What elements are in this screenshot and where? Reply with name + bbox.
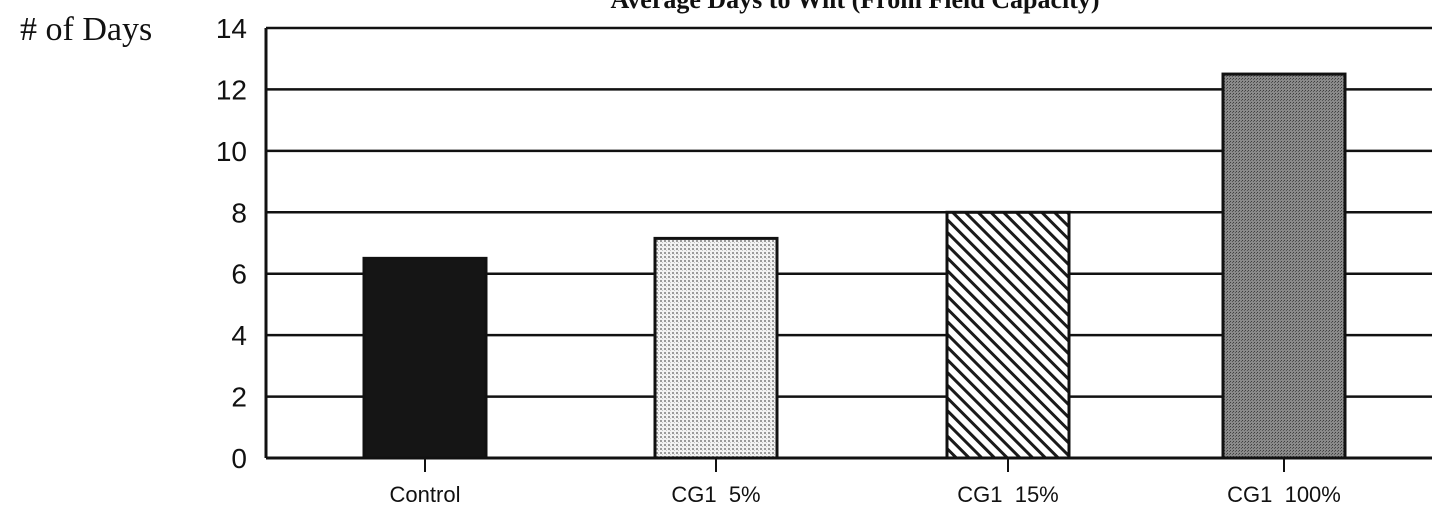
chart-title: Average Days to Wilt (From Field Capacit… — [610, 0, 1099, 14]
bar-3 — [1221, 72, 1347, 460]
x-tick-label: CG1 15% — [957, 482, 1059, 507]
y-tick-label: 6 — [231, 259, 247, 290]
x-tick-label: Control — [390, 482, 461, 507]
y-tick-label: 8 — [231, 197, 247, 228]
y-tick-labels: 0 2 4 6 8 10 12 14 — [216, 13, 247, 474]
bar-0 — [362, 256, 488, 460]
y-tick-label: 12 — [216, 74, 247, 105]
y-tick-label: 4 — [231, 320, 247, 351]
bar-1 — [653, 236, 779, 460]
y-tick-label: 2 — [231, 382, 247, 413]
y-tick-label: 14 — [216, 13, 247, 44]
x-tick-label: CG1 5% — [671, 482, 760, 507]
bars — [362, 72, 1347, 460]
x-tick-label: CG1 100% — [1227, 482, 1341, 507]
x-ticks: Control CG1 5% CG1 15% CG1 100% — [390, 458, 1341, 507]
y-axis-label: # of Days — [20, 11, 152, 48]
y-tick-label: 10 — [216, 136, 247, 167]
y-tick-label: 0 — [231, 443, 247, 474]
bar-2 — [945, 210, 1071, 460]
